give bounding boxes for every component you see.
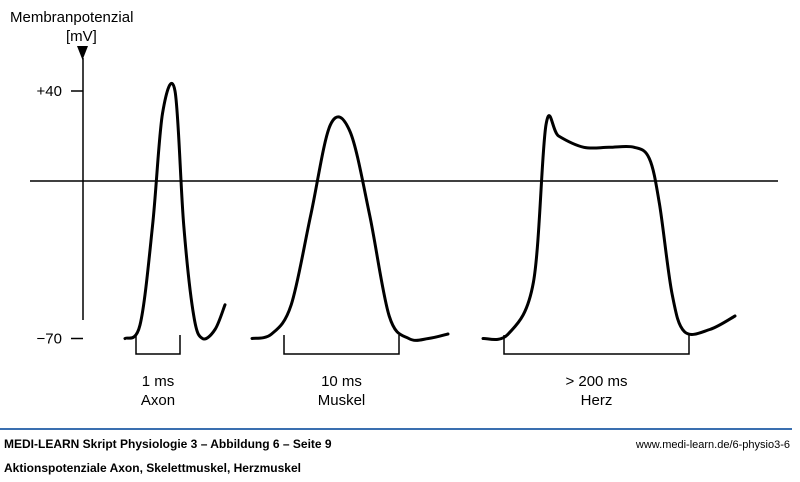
y-axis-arrow <box>77 46 88 60</box>
duration-bracket <box>135 335 181 355</box>
duration-label: > 200 ms <box>565 373 627 390</box>
time-scales: 1 ms Axon 10 ms Muskel > 200 ms Herz <box>135 335 690 409</box>
curve-muskel <box>250 115 450 342</box>
footer-subtitle: Aktionspotenziale Axon, Skelettmuskel, H… <box>4 461 301 475</box>
duration-bracket <box>503 335 690 355</box>
footer-title: MEDI-LEARN Skript Physiologie 3 – Abbild… <box>4 437 332 451</box>
y-tick-label: −70 <box>37 331 62 348</box>
membrane-potential-chart: Membranpotenzial [mV] +40 −70 1 ms Axon 10 … <box>10 9 778 409</box>
y-axis-label: Membranpotenzial <box>10 9 133 26</box>
series-label: Axon <box>141 392 175 409</box>
footer-url: www.medi-learn.de/6-physio3-6 <box>635 439 790 451</box>
curve-herz <box>481 114 737 342</box>
footer-rule <box>0 428 792 430</box>
curves <box>123 81 737 342</box>
duration-label: 1 ms <box>142 373 175 390</box>
duration-label: 10 ms <box>321 373 362 390</box>
duration-bracket <box>283 335 400 355</box>
series-label: Muskel <box>318 392 366 409</box>
series-label: Herz <box>581 392 613 409</box>
y-tick-label: +40 <box>37 83 62 100</box>
y-axis-unit: [mV] <box>66 28 97 45</box>
y-ticks: +40 −70 <box>37 83 83 348</box>
curve-axon <box>123 81 227 341</box>
